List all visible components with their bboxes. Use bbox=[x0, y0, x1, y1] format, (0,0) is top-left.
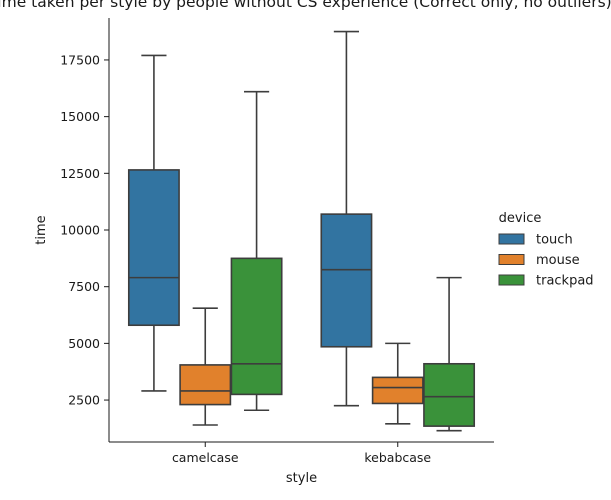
legend-item-mouse: mouse bbox=[498, 253, 580, 268]
legend-label: touch bbox=[536, 233, 573, 248]
box-body bbox=[127, 169, 180, 327]
box-body bbox=[371, 376, 424, 405]
chart-title: Time taken per style by people without C… bbox=[0, 0, 611, 11]
legend-swatch bbox=[498, 233, 525, 245]
box-body bbox=[423, 362, 476, 427]
box-body bbox=[320, 213, 373, 348]
box-plot-area bbox=[127, 30, 476, 432]
x-axis-ticks: camelcase kebabcase bbox=[172, 442, 431, 465]
y-tick-label: 7500 bbox=[68, 279, 100, 294]
x-axis-label: style bbox=[286, 471, 317, 486]
legend-item-touch: touch bbox=[498, 233, 573, 248]
legend-swatch bbox=[498, 254, 525, 265]
box-touch-kebabcase bbox=[320, 30, 373, 407]
x-tick-label: camelcase bbox=[172, 450, 239, 465]
legend-swatch bbox=[498, 274, 525, 286]
x-tick-label: kebabcase bbox=[364, 450, 431, 465]
legend: device touch mouse trackpad bbox=[498, 211, 594, 289]
y-tick-label: 15000 bbox=[60, 109, 100, 124]
y-tick-label: 10000 bbox=[60, 223, 100, 238]
box-mouse-kebabcase bbox=[371, 342, 424, 425]
y-tick-label: 5000 bbox=[68, 336, 100, 351]
box-trackpad-camelcase bbox=[230, 90, 283, 412]
y-axis-label: time bbox=[34, 215, 49, 244]
legend-item-trackpad: trackpad bbox=[498, 274, 594, 289]
box-touch-camelcase bbox=[127, 54, 180, 392]
y-tick-label: 17500 bbox=[60, 52, 100, 67]
legend-label: trackpad bbox=[536, 274, 594, 289]
box-trackpad-kebabcase bbox=[423, 276, 476, 432]
legend-title: device bbox=[499, 211, 542, 226]
box-body bbox=[179, 364, 232, 406]
y-axis-ticks: 2500 5000 7500 10000 12500 15000 17500 bbox=[60, 52, 109, 408]
y-tick-label: 12500 bbox=[60, 166, 100, 181]
y-tick-label: 2500 bbox=[68, 393, 100, 408]
box-mouse-camelcase bbox=[179, 307, 232, 426]
legend-label: mouse bbox=[536, 253, 580, 268]
box-body bbox=[230, 257, 283, 396]
